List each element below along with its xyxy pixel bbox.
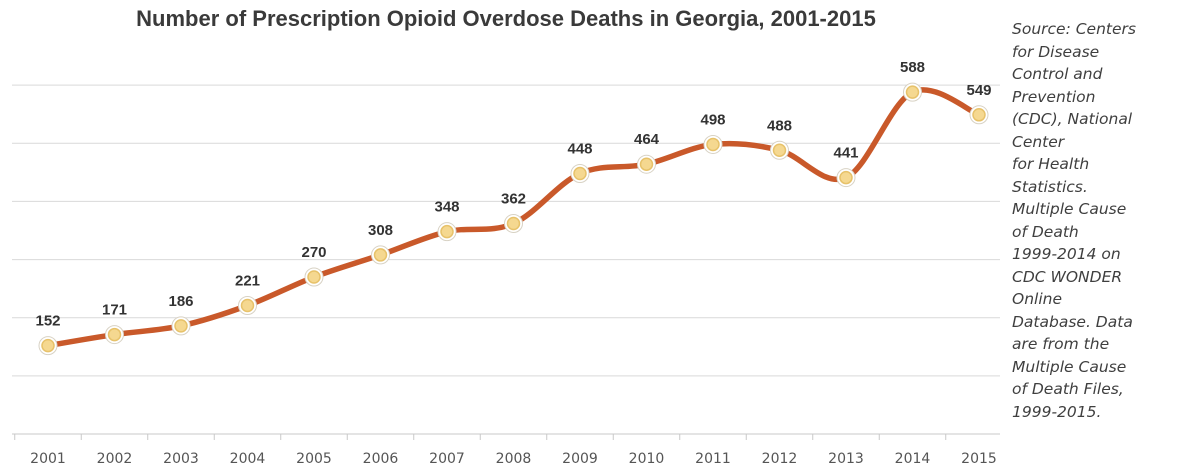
data-point [903, 82, 922, 102]
data-point [371, 245, 390, 265]
data-point [504, 214, 523, 234]
x-tick-label: 2001 [30, 451, 66, 467]
data-label: 221 [235, 273, 260, 290]
x-tick-label: 2014 [895, 451, 931, 467]
x-tick-label: 2008 [496, 451, 532, 467]
data-point [38, 336, 58, 356]
x-tick-label: 2015 [961, 451, 997, 467]
data-label: 152 [35, 313, 60, 330]
data-point [304, 267, 324, 287]
data-label: 549 [966, 82, 991, 99]
x-tick-label: 2005 [296, 451, 332, 467]
data-label: 448 [567, 141, 592, 158]
x-tick-label: 2011 [695, 451, 731, 467]
chart-title: Number of Prescription Opioid Overdose D… [136, 6, 876, 31]
data-label: 488 [767, 117, 792, 134]
data-point [570, 164, 590, 184]
data-label: 441 [833, 145, 858, 162]
x-tick-label: 2013 [828, 451, 864, 467]
data-point [770, 140, 789, 160]
x-tick-label: 2009 [562, 451, 598, 467]
data-point [703, 134, 723, 154]
data-label: 362 [501, 191, 526, 208]
data-label: 588 [900, 59, 925, 76]
data-point [238, 296, 257, 316]
line-chart: 2001 2002 2003 2004 2005 2006 2007 2008 2009 2010… [12, 59, 1000, 467]
x-tick-label: 2010 [629, 451, 665, 467]
x-tick-label: 2002 [97, 451, 133, 467]
data-point-markers [38, 82, 989, 356]
data-point [171, 316, 191, 336]
x-tick-label: 2006 [363, 451, 399, 467]
x-tick-label: 2012 [762, 451, 798, 467]
data-label: 308 [368, 222, 393, 239]
x-tick-label: 2007 [429, 451, 465, 467]
x-tick-label: 2003 [163, 451, 199, 467]
data-point [969, 105, 989, 125]
data-point [437, 222, 457, 242]
source-note: Source: Centers for Disease Control and … [1012, 20, 1136, 421]
data-label: 171 [102, 302, 127, 319]
data-point [836, 168, 856, 188]
data-label: 348 [434, 199, 459, 216]
data-labels: 152 171 186 221 270 308 348 362 448 464 498 488 441 5… [35, 59, 991, 330]
gridlines [12, 84, 1000, 377]
x-tick-label: 2004 [230, 451, 266, 467]
data-label: 498 [700, 111, 725, 128]
data-label: 186 [168, 293, 193, 310]
data-label: 464 [634, 131, 660, 148]
data-point [637, 154, 656, 174]
x-axis: 2001 2002 2003 2004 2005 2006 2007 2008 2009 2010… [12, 433, 1000, 467]
data-label: 270 [301, 244, 326, 261]
data-point [105, 325, 124, 345]
